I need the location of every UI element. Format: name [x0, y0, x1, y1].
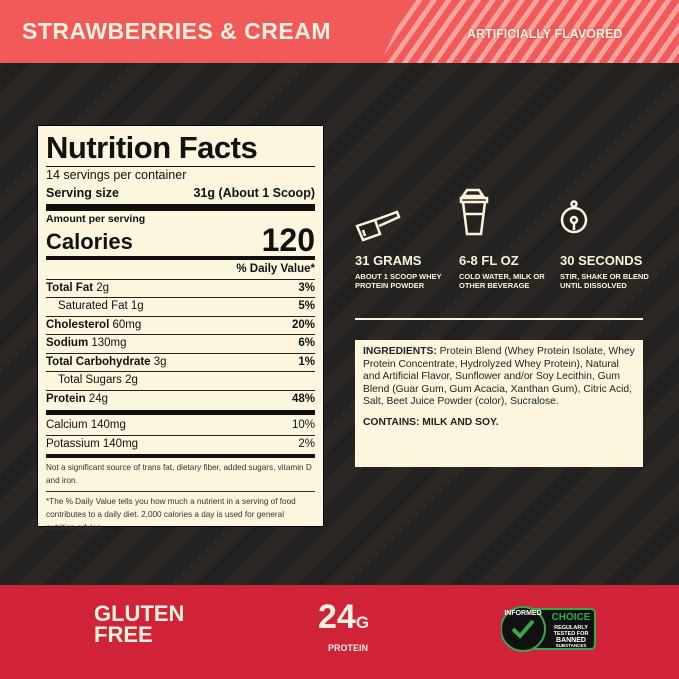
nutrient-name: Total Fat 2g [46, 280, 109, 298]
nutrient-name: Saturated Fat 1g [46, 298, 144, 316]
servings: 14 servings per container [46, 167, 315, 185]
nutrient-row: Cholesterol 60mg 20% [46, 315, 315, 335]
protein-label: PROTEIN [328, 643, 369, 653]
nutrient-name: Total Carbohydrate 3g [46, 354, 167, 372]
nutrient-row: Sodium 130mg 6% [46, 334, 315, 353]
nutrient-label: Total Fat [46, 281, 94, 294]
nutrient-dv: 20% [291, 318, 315, 331]
protein-value: 24 [318, 598, 356, 636]
dv-header: % Daily Value* [46, 261, 315, 279]
nutrient-label: Protein [46, 392, 86, 405]
flavor-banner: STRAWBERRIES & CREAM ARTIFICIALLY FLAVOR… [0, 0, 679, 63]
divider [355, 318, 643, 320]
serving-size-label: Serving size [46, 185, 119, 200]
nutrient-amount: 60mg [112, 318, 142, 331]
direction-title: 6-8 FL OZ [459, 253, 519, 268]
ingredients-text: Protein Blend (Whey Protein Isolate, Whe… [363, 346, 635, 408]
nutrient-label: Sodium [46, 337, 89, 349]
direction-title: 31 GRAMS [355, 253, 422, 268]
nutrient-amount: 3g [153, 355, 167, 368]
nutrition-title: Nutrition Facts [46, 130, 315, 167]
stripe-pattern [380, 0, 679, 63]
badge-ring: INFORMED [504, 610, 541, 617]
nutrient-amount: 140mg [90, 419, 126, 431]
badge-line: REGULARLY [554, 625, 588, 631]
divider [46, 410, 315, 415]
direction-text: COLD WATER, MILK OR OTHER BEVERAGE [459, 272, 545, 290]
nutrient-dv: 6% [298, 337, 315, 349]
nutrient-row: Protein 24g 48% [46, 389, 315, 409]
nutrient-label: Potassium [46, 437, 100, 450]
nutrient-dv: 5% [298, 300, 315, 312]
nutrition-facts-label: Nutrition Facts 14 servings per containe… [37, 125, 324, 532]
nutrient-label: Total Sugars [58, 374, 122, 386]
direction-text: STIR, SHAKE OR BLEND UNTIL DISSOLVED [560, 272, 649, 290]
nutrient-name: Protein 24g [46, 391, 108, 409]
nutrient-name: Sodium 130mg [46, 335, 127, 353]
ingredients-label: INGREDIENTS: [363, 346, 437, 357]
nutrient-name: Calcium 140mg [46, 417, 126, 435]
nutrient-amount: 24g [88, 392, 109, 405]
amount-label: Amount per serving [46, 213, 146, 225]
nutrient-label: Saturated Fat [58, 300, 128, 312]
nutrient-name: Cholesterol 60mg [46, 317, 141, 335]
nutrient-dv: 1% [298, 355, 315, 368]
nutrient-row: Total Fat 2g 3% [46, 278, 315, 298]
check-icon [511, 619, 535, 639]
nutrient-label: Total Carbohydrate [46, 355, 151, 368]
badge-line: TESTED FOR [554, 631, 589, 637]
gluten-free: GLUTEN FREE [94, 601, 185, 647]
nutrient-dv: 10% [291, 419, 315, 431]
timer-icon [560, 200, 588, 234]
not-significant-note: Not a significant source of trans fat, d… [46, 459, 315, 492]
calories-row: Calories 120 [46, 222, 315, 258]
badge-line: BANNED [556, 637, 586, 644]
nutrient-row: Total Carbohydrate 3g 1% [46, 352, 315, 372]
divider [46, 204, 315, 211]
direction-text: ABOUT 1 SCOOP WHEY PROTEIN POWDER [355, 272, 442, 290]
badge-line: SUBSTANCES [556, 643, 587, 648]
ingredients-box: INGREDIENTS: Protein Blend (Whey Protein… [355, 340, 643, 467]
calories-value: 120 [261, 222, 315, 258]
dv-header-text: % Daily Value* [236, 263, 315, 275]
nutrient-amount: 2g [96, 281, 110, 294]
divider [46, 256, 315, 260]
nutrient-amount: 130mg [91, 337, 127, 349]
free-line: FREE [94, 622, 153, 647]
direction-title: 30 SECONDS [560, 253, 643, 268]
flavor-name: STRAWBERRIES & CREAM [22, 18, 332, 44]
protein-amount: 24G [318, 598, 369, 637]
divider [46, 454, 315, 458]
calories-label: Calories [46, 229, 133, 254]
ingredients: INGREDIENTS: Protein Blend (Whey Protein… [363, 346, 635, 409]
nutrient-name: Total Sugars 2g [46, 372, 138, 390]
nutrient-row: Saturated Fat 1g 5% [46, 297, 315, 316]
nutrient-dv: 2% [298, 437, 315, 450]
nutrient-dv: 3% [298, 281, 315, 294]
dv-footnote: *The % Daily Value tells you how much a … [46, 497, 296, 532]
servings-text: 14 servings per container [46, 168, 187, 182]
nutrient-label: Cholesterol [46, 318, 110, 331]
scoop-icon [355, 210, 401, 242]
informed-choice-logo: INFORMED CHOICE REGULARLY TESTED FOR BAN… [500, 606, 596, 652]
flavor-note: ARTIFICIALLY FLAVORED [467, 27, 623, 41]
badge-choice: CHOICE [552, 612, 591, 623]
shaker-icon [459, 188, 489, 236]
nutrient-row: Total Sugars 2g [46, 371, 315, 390]
allergens: CONTAINS: MILK AND SOY. [363, 416, 499, 428]
nutrient-name: Potassium 140mg [46, 436, 138, 454]
serving-size: Serving size 31g (About 1 Scoop) [46, 185, 315, 203]
nutrient-amount: 140mg [102, 437, 139, 450]
protein-unit: G [355, 613, 370, 632]
nutrient-row: Calcium 140mg 10% [46, 417, 315, 435]
nutrient-label: Calcium [46, 419, 88, 431]
nutrient-row: Potassium 140mg 2% [46, 434, 315, 454]
gluten-line: GLUTEN [94, 601, 185, 626]
nutrient-amount: 1g [130, 300, 144, 312]
nutrient-amount: 2g [125, 374, 138, 386]
nutrient-dv: 48% [291, 392, 315, 405]
serving-size-value: 31g (About 1 Scoop) [193, 185, 315, 200]
informed-choice-badge: INFORMED CHOICE REGULARLY TESTED FOR BAN… [500, 605, 597, 658]
